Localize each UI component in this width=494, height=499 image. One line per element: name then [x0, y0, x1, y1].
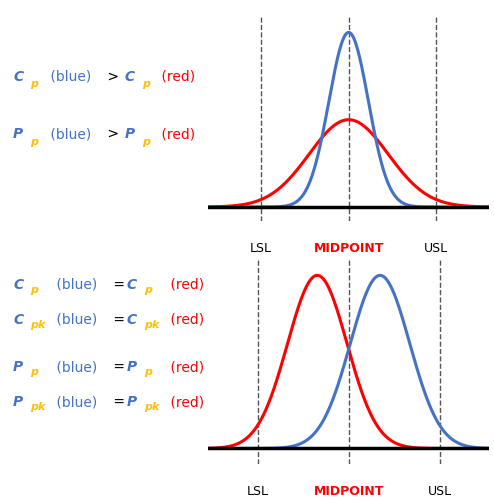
Text: C: C	[13, 313, 23, 327]
Text: LSL: LSL	[250, 242, 272, 254]
Text: (red): (red)	[165, 278, 204, 292]
Text: (blue): (blue)	[52, 313, 97, 327]
Text: pk: pk	[30, 320, 46, 330]
Text: MIDPOINT: MIDPOINT	[314, 485, 384, 498]
Text: =: =	[109, 313, 124, 327]
Text: P: P	[13, 395, 23, 409]
Text: MIDPOINT: MIDPOINT	[314, 242, 384, 254]
Text: >: >	[103, 70, 119, 84]
Text: p: p	[144, 367, 152, 377]
Text: P: P	[127, 360, 137, 374]
Text: pk: pk	[144, 320, 160, 330]
Text: p: p	[30, 285, 39, 295]
Text: =: =	[109, 395, 124, 409]
Text: P: P	[13, 127, 23, 141]
Text: p: p	[30, 79, 39, 89]
Text: pk: pk	[144, 402, 160, 412]
Text: C: C	[13, 278, 23, 292]
Text: (red): (red)	[165, 360, 204, 374]
Text: (blue): (blue)	[52, 360, 97, 374]
Text: C: C	[13, 70, 23, 84]
Text: C: C	[127, 313, 137, 327]
Text: pk: pk	[30, 402, 46, 412]
Text: USL: USL	[427, 485, 452, 498]
Text: P: P	[13, 360, 23, 374]
Text: P: P	[127, 395, 137, 409]
Text: (blue): (blue)	[52, 278, 97, 292]
Text: =: =	[109, 360, 124, 374]
Text: >: >	[103, 127, 119, 141]
Text: USL: USL	[424, 242, 449, 254]
Text: P: P	[125, 127, 135, 141]
Text: (red): (red)	[158, 127, 196, 141]
Text: C: C	[127, 278, 137, 292]
Text: (blue): (blue)	[45, 127, 91, 141]
Text: (red): (red)	[165, 313, 204, 327]
Text: p: p	[144, 285, 152, 295]
Text: p: p	[30, 367, 39, 377]
Text: p: p	[142, 137, 150, 147]
Text: p: p	[142, 79, 150, 89]
Text: LSL: LSL	[247, 485, 269, 498]
Text: (red): (red)	[158, 70, 196, 84]
Text: p: p	[30, 137, 39, 147]
Text: (blue): (blue)	[45, 70, 91, 84]
Text: C: C	[125, 70, 135, 84]
Text: (red): (red)	[165, 395, 204, 409]
Text: (blue): (blue)	[52, 395, 97, 409]
Text: =: =	[109, 278, 124, 292]
